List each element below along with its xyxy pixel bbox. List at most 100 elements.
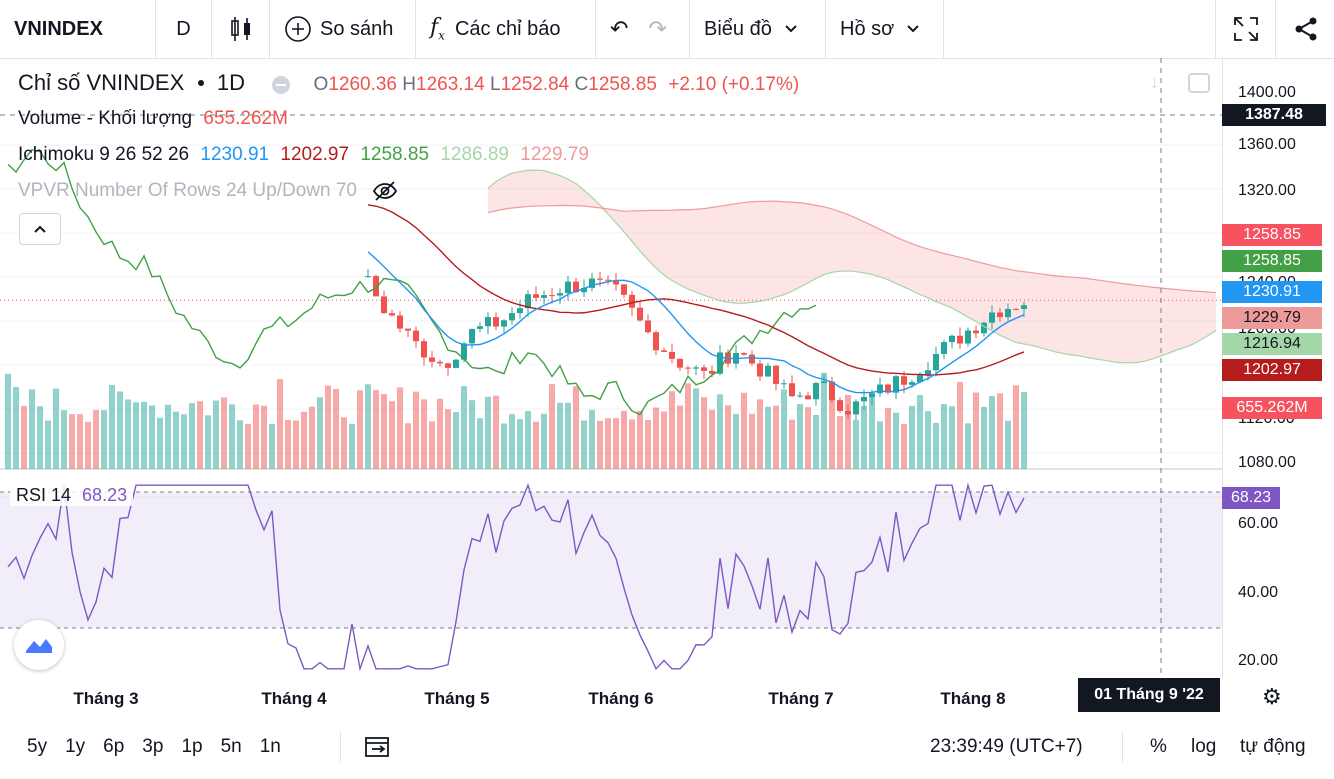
time-axis-month: Tháng 5 (424, 689, 490, 708)
candle-body (869, 393, 875, 398)
volume-bar (805, 407, 811, 469)
crosshair-date-label: 01 Tháng 9 '22 (1078, 678, 1220, 712)
main-chart[interactable] (0, 58, 1222, 678)
price-tag: 1229.79 (1222, 307, 1322, 329)
volume-bar (573, 386, 579, 469)
volume-bar (949, 406, 955, 469)
volume-bar (173, 411, 179, 469)
volume-bar (885, 408, 891, 469)
top-toolbar: VNINDEX D So sánh fx Các chỉ báo ↶ ↷ Biể… (0, 0, 1334, 59)
collapse-legend-button[interactable] (19, 213, 61, 245)
symbol-search[interactable]: VNINDEX (0, 0, 156, 58)
candle-body (749, 354, 755, 364)
settings-gear-icon[interactable]: ⚙ (1262, 684, 1282, 709)
clock-time[interactable]: 23:39:49 (UTC+7) (930, 736, 1083, 757)
chart-title: Chỉ số VNINDEX (18, 70, 185, 95)
volume-bar (637, 410, 643, 469)
function-icon: fx (430, 15, 445, 43)
interval-label: D (176, 17, 191, 40)
time-axis-month: Tháng 8 (940, 689, 1006, 708)
volume-bar (213, 400, 219, 469)
candle-body (709, 370, 715, 374)
candle-body (389, 313, 395, 316)
volume-bar (197, 401, 203, 469)
chart-type-dropdown[interactable]: Biểu đồ (690, 0, 826, 58)
profile-dropdown[interactable]: Hồ sơ (826, 0, 944, 58)
interval-button[interactable]: D (156, 0, 212, 58)
candle-body (429, 357, 435, 362)
volume-bar (965, 423, 971, 469)
candle-body (477, 326, 483, 329)
volume-bar (717, 394, 723, 469)
volume-bar (565, 402, 571, 469)
percent-toggle[interactable]: % (1150, 736, 1167, 757)
goto-date-icon[interactable] (364, 735, 392, 759)
maximize-pane-icon[interactable] (1188, 73, 1210, 93)
candle-body (685, 367, 691, 369)
range-button-6p[interactable]: 6p (103, 736, 125, 757)
close-value: 1258.85 (588, 74, 657, 95)
range-button-5n[interactable]: 5n (220, 736, 242, 757)
open-label: O (313, 74, 329, 95)
candle-body (693, 367, 699, 369)
tradingview-logo-button[interactable] (14, 620, 64, 670)
volume-bar (101, 410, 107, 469)
volume-bar (477, 418, 483, 469)
redo-icon[interactable]: ↷ (648, 16, 667, 41)
candle-body (413, 330, 419, 342)
arrow-down-icon[interactable]: ↓ (1150, 72, 1159, 92)
volume-legend[interactable]: Volume - Khối lượng 655.262M (18, 108, 288, 130)
wave-logo-icon (26, 639, 52, 653)
candle-body (805, 395, 811, 400)
candle-body (949, 335, 955, 343)
separator-dot (197, 80, 204, 86)
price-tag: 1230.91 (1222, 281, 1322, 303)
main-legend: Chỉ số VNINDEX 1D O1260.36 H1263.14 L125… (18, 70, 799, 96)
candle-body (661, 350, 667, 352)
volume-bar (749, 413, 755, 469)
candle-body (629, 294, 635, 308)
volume-bar (941, 404, 947, 469)
candle-body (397, 315, 403, 329)
range-button-5y[interactable]: 5y (27, 736, 48, 757)
candle-body (765, 365, 771, 377)
volume-bar (557, 402, 563, 469)
rsi-label: RSI 14 (16, 485, 72, 505)
undo-icon[interactable]: ↶ (610, 16, 629, 41)
candle-body (925, 370, 931, 376)
ichimoku-lead-a: 1286.89 (440, 144, 509, 165)
rsi-legend[interactable]: RSI 14 68.23 (10, 485, 134, 506)
candle-body (989, 312, 995, 323)
volume-bar (605, 418, 611, 469)
vpvr-legend[interactable]: VPVR Number Of Rows 24 Up/Down 70 (18, 180, 398, 202)
volume-bar (1021, 392, 1027, 469)
range-button-1y[interactable]: 1y (65, 736, 86, 757)
candle-body (781, 383, 787, 385)
candle-body (853, 401, 859, 415)
range-button-3p[interactable]: 3p (142, 736, 164, 757)
volume-bar (693, 388, 699, 469)
candle-body (557, 293, 563, 296)
range-button-1n[interactable]: 1n (259, 736, 281, 757)
share-button[interactable] (1275, 0, 1334, 58)
indicators-button[interactable]: fx Các chỉ báo (416, 0, 596, 58)
candle-body (381, 296, 387, 314)
ichimoku-legend[interactable]: Ichimoku 9 26 52 26 1230.91 1202.97 1258… (18, 144, 589, 166)
compare-button[interactable]: So sánh (270, 0, 416, 58)
volume-bar (189, 403, 195, 469)
candle-body (445, 363, 451, 368)
candle-body (741, 353, 747, 355)
candle-body (789, 383, 795, 397)
candles-style-button[interactable] (212, 0, 270, 58)
volume-bar (781, 389, 787, 469)
log-toggle[interactable]: log (1191, 736, 1217, 757)
eye-hidden-icon[interactable] (372, 180, 398, 202)
auto-toggle[interactable]: tự động (1240, 736, 1306, 757)
hide-legend-button[interactable] (272, 75, 291, 94)
candle-body (525, 294, 531, 309)
chevron-down-icon (785, 25, 797, 33)
range-button-1p[interactable]: 1p (181, 736, 203, 757)
candle-body (877, 384, 883, 394)
fullscreen-button[interactable] (1215, 0, 1276, 58)
volume-bar (269, 423, 275, 469)
